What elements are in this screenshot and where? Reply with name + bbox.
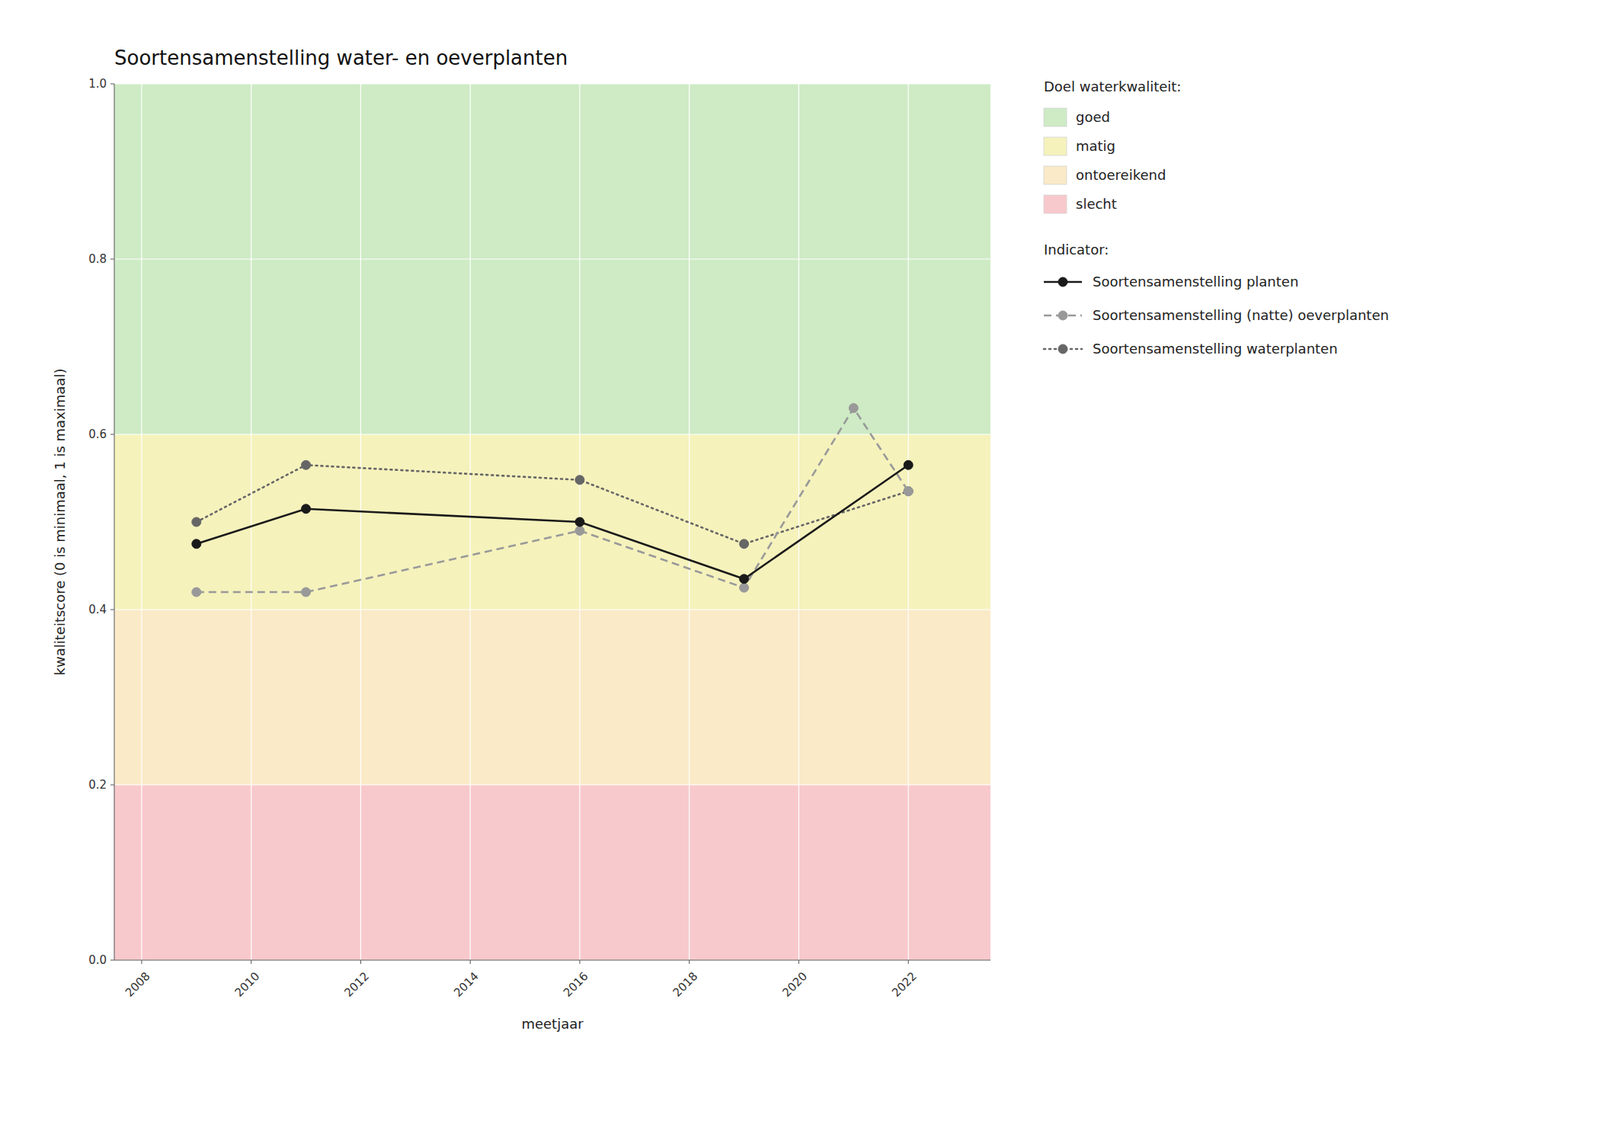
- series-marker: [192, 587, 202, 597]
- legend-title: Indicator:: [1043, 241, 1109, 258]
- bands: [114, 83, 991, 960]
- x-tick-label: 2010: [232, 969, 263, 1000]
- series-line: [196, 464, 909, 580]
- x-tick: [579, 960, 580, 964]
- x-tick-label: 2022: [889, 969, 920, 1000]
- series-marker: [575, 526, 585, 536]
- legend-swatch: [1043, 137, 1067, 156]
- grid-line-y: [114, 83, 991, 84]
- series: [192, 403, 913, 598]
- series-marker: [739, 582, 749, 592]
- x-tick: [470, 960, 471, 964]
- y-tick-label: 0.4: [88, 602, 107, 617]
- chart: 2008 2010 2012 2014 2016 2018 2020 2022 0.0 0.2 0.…: [0, 0, 1600, 1143]
- y-tick-label: 0.2: [88, 777, 107, 792]
- series-marker: [192, 539, 202, 549]
- series-line: [196, 464, 909, 544]
- grid-line-x: [798, 83, 800, 960]
- legend-label: goed: [1075, 108, 1111, 125]
- legend-label: Soortensamenstelling waterplanten: [1092, 340, 1338, 357]
- legend-label: Soortensamenstelling planten: [1092, 273, 1299, 290]
- band: [114, 83, 991, 435]
- y-tick: [110, 960, 115, 961]
- x-tick: [250, 960, 252, 964]
- x-tick-label: 2008: [122, 969, 154, 1000]
- grid-line-y: [114, 784, 991, 785]
- legend-marker: [1058, 277, 1068, 287]
- x-tick-label: 2020: [779, 969, 810, 1000]
- y-tick: [110, 609, 115, 611]
- grid: [114, 83, 991, 960]
- grid-line-x: [470, 83, 471, 960]
- series-marker: [575, 517, 585, 527]
- series-line: [196, 408, 909, 593]
- background: [0, 0, 1600, 1143]
- y-tick-label: 0.8: [88, 252, 107, 266]
- band: [114, 609, 991, 785]
- legend-label: ontoereikend: [1075, 166, 1166, 183]
- band: [114, 434, 991, 610]
- x-tick-label: 2016: [560, 969, 592, 1000]
- legend-label: matig: [1075, 137, 1116, 154]
- legend-marker: [1058, 344, 1068, 354]
- x-tick: [798, 960, 800, 964]
- legend-label: slecht: [1075, 195, 1117, 212]
- y-tick-label: 0.0: [88, 953, 107, 967]
- x-tick: [908, 960, 909, 964]
- x-tick-label: 2018: [670, 969, 701, 1000]
- legend-marker: [1058, 310, 1068, 320]
- legend-swatch: [1043, 195, 1067, 214]
- grid-line-y: [114, 959, 991, 960]
- legend-swatch: [1043, 166, 1067, 185]
- x-axis-label: meetjaar: [521, 1015, 584, 1032]
- axes: 2008 2010 2012 2014 2016 2018 2020 2022 0.0 0.2 0.…: [88, 76, 991, 1000]
- grid-line-x: [908, 83, 909, 960]
- title: Soortensamenstelling water- en oeverplan…: [114, 46, 568, 70]
- x-tick: [140, 960, 142, 964]
- legend-label: Soortensamenstelling (natte) oeverplante…: [1092, 307, 1389, 324]
- grid-line-y: [114, 433, 991, 435]
- legend: Doel waterkwaliteit: goed matig ontoereiken…: [1043, 78, 1389, 357]
- series-marker: [301, 587, 311, 597]
- series-marker: [903, 460, 913, 470]
- y-tick: [110, 83, 115, 85]
- series-marker: [903, 486, 913, 496]
- series-marker: [301, 460, 311, 470]
- series-marker: [848, 403, 858, 413]
- y-axis-label: kwaliteitscore (0 is minimaal, 1 is maxi…: [51, 368, 68, 676]
- x-tick: [360, 960, 362, 964]
- x-tick: [688, 960, 690, 964]
- y-tick: [110, 259, 115, 260]
- series-marker: [739, 539, 749, 549]
- x-axis-line: [114, 960, 991, 961]
- legend-swatch: [1043, 108, 1067, 127]
- series: [192, 460, 913, 584]
- y-axis-line: [114, 83, 116, 960]
- grid-line-y: [114, 608, 991, 610]
- band: [114, 784, 991, 960]
- legend-title: Doel waterkwaliteit:: [1043, 78, 1181, 95]
- grid-line-x: [688, 83, 690, 960]
- series-marker: [575, 475, 585, 485]
- series-marker: [301, 504, 311, 514]
- series-marker: [739, 574, 749, 584]
- series: [192, 460, 913, 549]
- series-marker: [903, 486, 913, 496]
- grid-line-x: [250, 83, 252, 960]
- y-tick-label: 1.0: [88, 76, 107, 91]
- y-tick: [110, 434, 115, 436]
- grid-line-y: [114, 258, 991, 260]
- x-tick-label: 2014: [451, 969, 482, 1000]
- plot-data: [192, 403, 913, 598]
- x-tick-label: 2012: [341, 969, 372, 1000]
- grid-line-x: [360, 83, 362, 960]
- series-marker: [192, 517, 202, 527]
- grid-line-x: [140, 83, 142, 960]
- y-tick-label: 0.6: [88, 427, 107, 442]
- y-tick: [110, 784, 115, 786]
